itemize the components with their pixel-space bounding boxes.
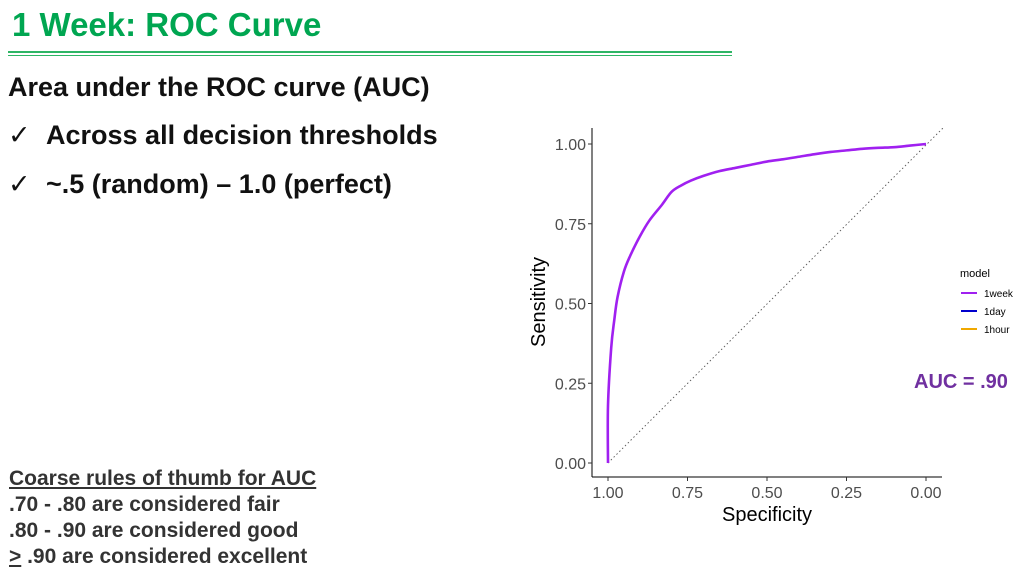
- roc-curve-1week: [606, 142, 927, 464]
- greater-equal-symbol: >: [9, 545, 22, 568]
- x-tick-label: 1.00: [592, 485, 623, 502]
- x-tick-label: 0.00: [910, 485, 941, 502]
- auc-value-label: AUC = .90: [914, 371, 1008, 393]
- bullet-text: Across all decision thresholds: [46, 120, 438, 150]
- x-tick-label: 0.25: [831, 485, 862, 502]
- title-underline: [8, 51, 732, 53]
- rules-of-thumb: Coarse rules of thumb for AUC .70 - .80 …: [9, 466, 316, 570]
- title-underline-thin: [8, 55, 732, 56]
- slide-title: 1 Week: ROC Curve: [12, 6, 322, 43]
- y-tick-label: 0.25: [555, 376, 586, 393]
- x-tick-label: 0.75: [672, 485, 703, 502]
- legend-label-1week: 1week: [984, 289, 1014, 300]
- x-axis-title: Specificity: [722, 504, 812, 526]
- reference-diagonal-line: [607, 126, 945, 464]
- rule-fair: .70 - .80 are considered fair: [9, 493, 280, 516]
- rules-title: Coarse rules of thumb for AUC: [9, 467, 317, 490]
- y-tick-label: 0.75: [555, 217, 586, 234]
- legend-label-1hour: 1hour: [984, 325, 1010, 336]
- auc-heading: Area under the ROC curve (AUC): [8, 72, 430, 102]
- bullet-text: ~.5 (random) – 1.0 (perfect): [46, 169, 392, 199]
- legend-title: model: [960, 268, 990, 280]
- legend-label-1day: 1day: [984, 307, 1006, 318]
- bullet-thresholds: ✓ Across all decision thresholds: [8, 120, 438, 151]
- checkmark-icon: ✓: [8, 120, 31, 150]
- bullet-range: ✓ ~.5 (random) – 1.0 (perfect): [8, 169, 392, 200]
- checkmark-icon: ✓: [8, 169, 31, 199]
- rule-excellent-text: .90 are considered excellent: [21, 545, 308, 568]
- rule-good: .80 - .90 are considered good: [9, 519, 299, 542]
- y-tick-label: 1.00: [555, 137, 586, 154]
- y-axis-title: Sensitivity: [528, 257, 550, 347]
- rule-excellent: > .90 are considered excellent: [9, 544, 316, 570]
- y-tick-label: 0.50: [555, 297, 586, 314]
- x-tick-label: 0.50: [751, 485, 782, 502]
- y-tick-label: 0.00: [555, 456, 586, 473]
